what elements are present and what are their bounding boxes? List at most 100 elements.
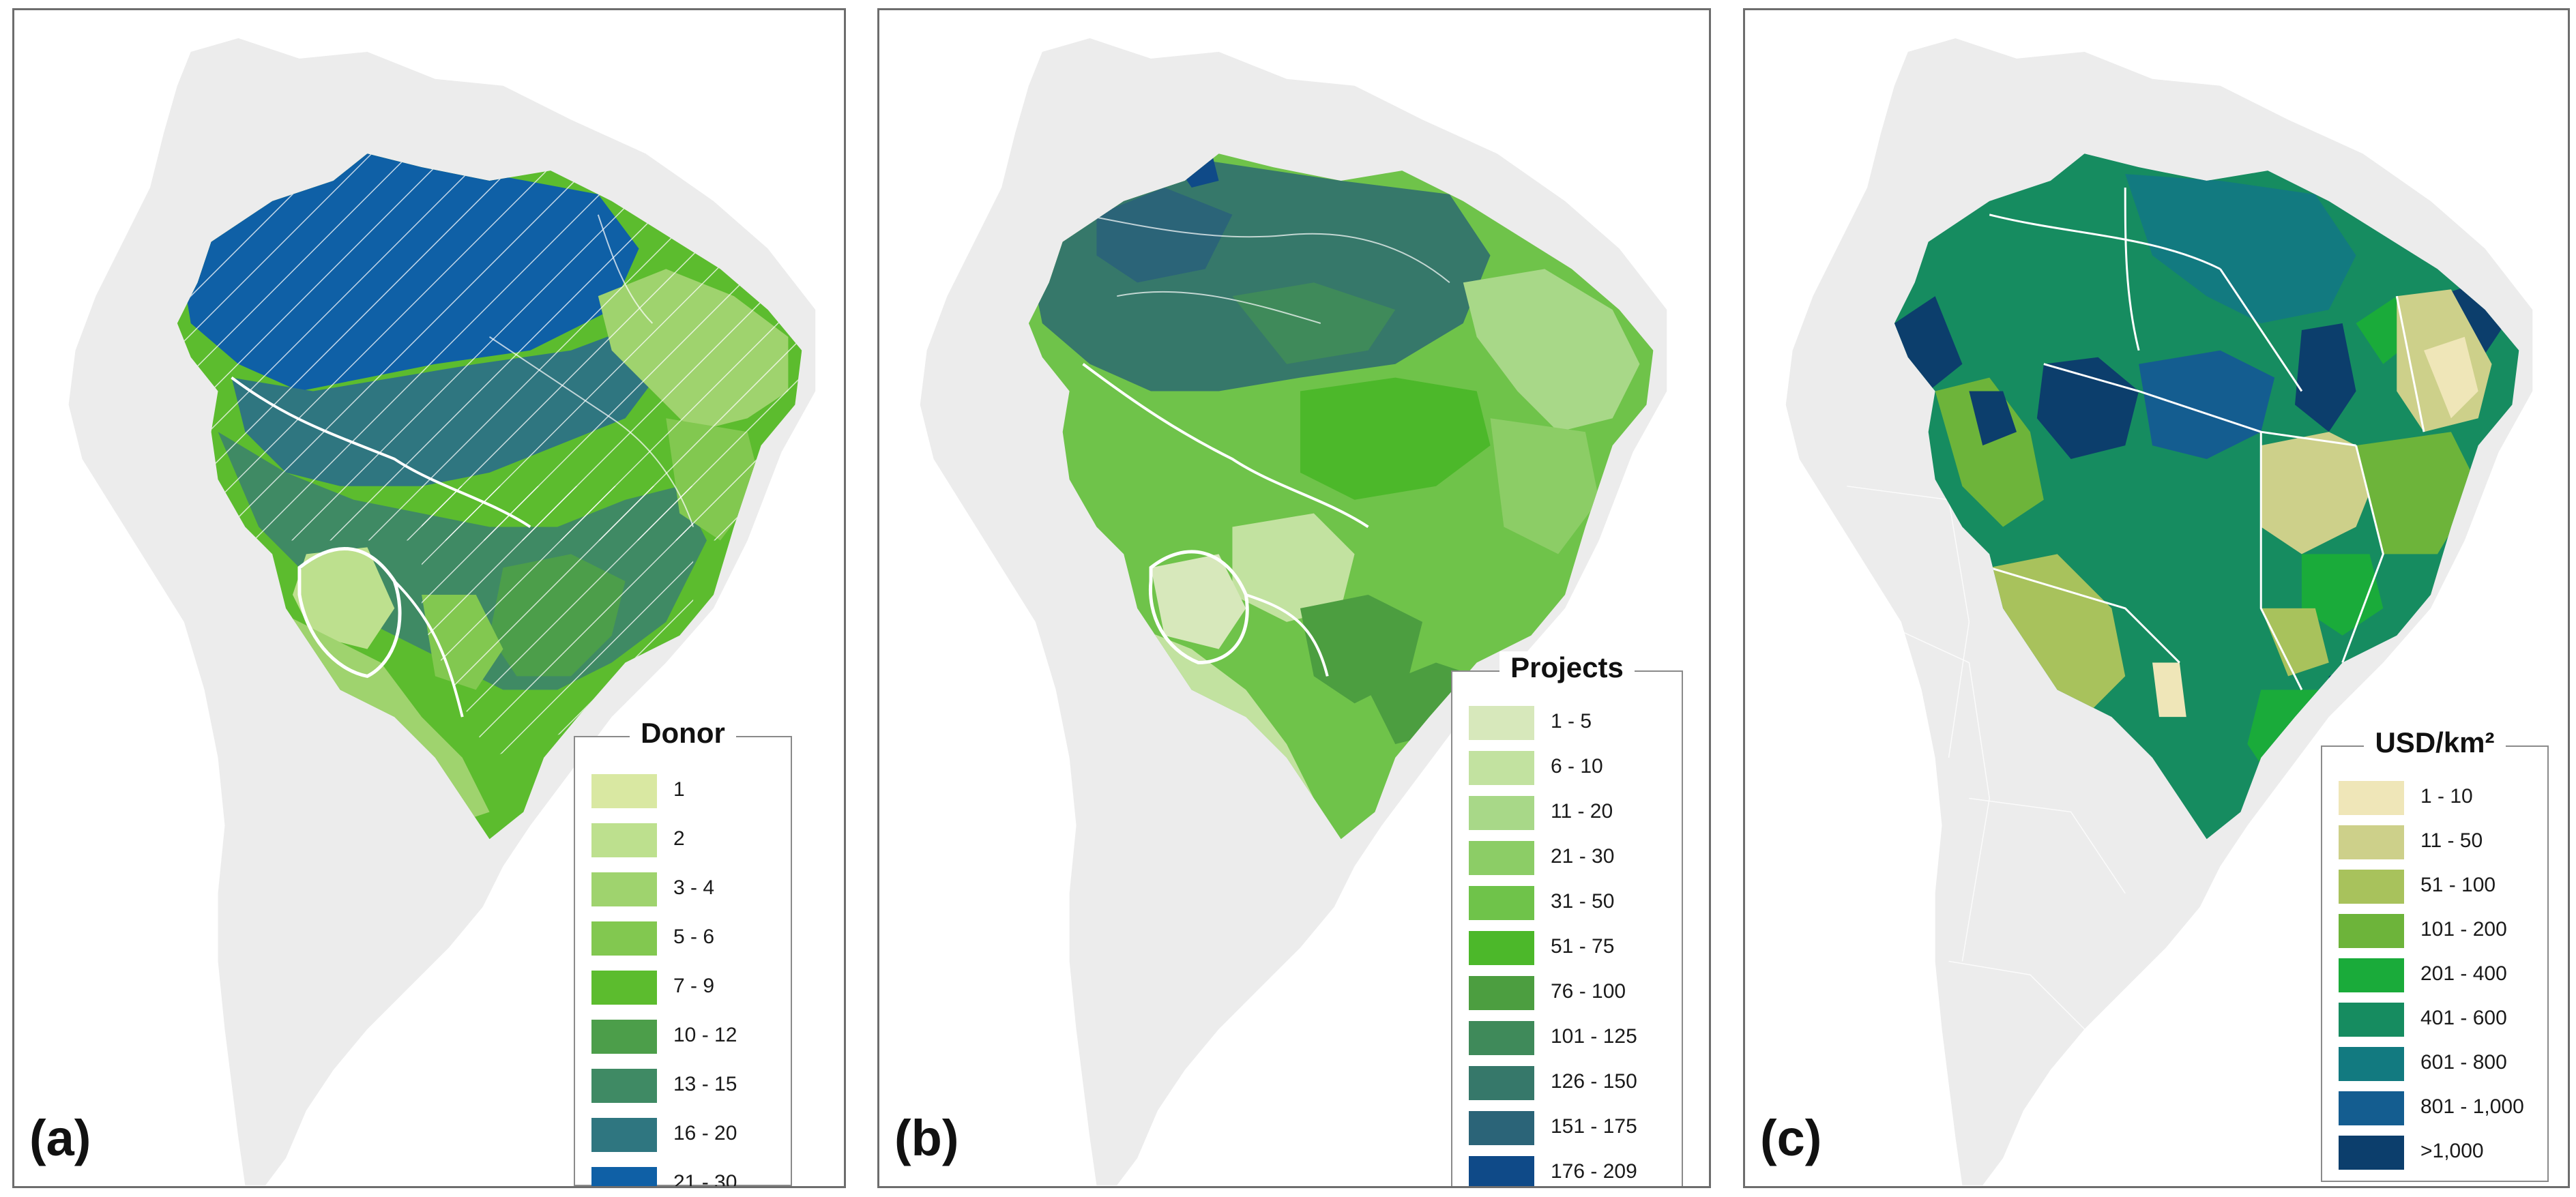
legend-swatch xyxy=(2339,1091,2404,1125)
legend-item: 51 - 100 xyxy=(2339,870,2564,904)
legend-range-label: 1 - 10 xyxy=(2420,785,2473,808)
legend-item: 11 - 50 xyxy=(2339,825,2564,859)
legend-swatch xyxy=(2339,1047,2404,1081)
legend-range-label: 76 - 100 xyxy=(1551,980,1626,1003)
legend-swatch xyxy=(1469,706,1534,740)
legend-range-label: 176 - 209 xyxy=(1551,1160,1637,1183)
legend-item: 176 - 209 xyxy=(1469,1156,1698,1186)
legend-item: 10 - 12 xyxy=(591,1020,807,1054)
legend-item: 101 - 125 xyxy=(1469,1021,1698,1055)
legend-swatch xyxy=(2339,781,2404,815)
legend-usd-per-km2: USD/km² 1 - 10 11 - 50 51 - 100 101 - 200 20… xyxy=(2321,726,2549,1182)
legend-item: 51 - 75 xyxy=(1469,931,1698,965)
legend-range-label: 1 xyxy=(673,778,685,801)
legend-swatch xyxy=(1469,886,1534,920)
legend-range-label: 21 - 30 xyxy=(673,1171,737,1188)
legend-swatch xyxy=(2339,1003,2404,1037)
legend-item: 11 - 20 xyxy=(1469,796,1698,830)
legend-item: 1 - 10 xyxy=(2339,781,2564,815)
legend-range-label: 10 - 12 xyxy=(673,1024,737,1046)
legend-item: 21 - 30 xyxy=(1469,841,1698,875)
legend-range-label: 1 - 5 xyxy=(1551,710,1592,733)
legend-range-label: 6 - 10 xyxy=(1551,755,1603,778)
legend-swatch xyxy=(1469,931,1534,965)
legend-swatch xyxy=(591,1069,657,1103)
legend-swatch xyxy=(1469,841,1534,875)
legend-item: 16 - 20 xyxy=(591,1118,807,1152)
legend-range-label: 5 - 6 xyxy=(673,926,715,948)
map-panel-usd: (c) USD/km² 1 - 10 11 - 50 51 - 100 101 - 2… xyxy=(1743,8,2570,1188)
legend-range-label: 51 - 100 xyxy=(2420,874,2496,896)
legend-title-donor: Donor xyxy=(630,717,736,750)
legend-swatch xyxy=(591,921,657,956)
legend-item: 1 - 5 xyxy=(1469,706,1698,740)
legend-item: 126 - 150 xyxy=(1469,1066,1698,1100)
legend-swatch xyxy=(1469,1021,1534,1055)
legend-swatch xyxy=(2339,914,2404,948)
legend-swatch xyxy=(1469,1066,1534,1100)
legend-range-label: 101 - 200 xyxy=(2420,918,2507,941)
legend-range-label: 801 - 1,000 xyxy=(2420,1095,2524,1118)
legend-range-label: 13 - 15 xyxy=(673,1073,737,1095)
legend-swatch xyxy=(591,823,657,857)
legend-range-label: 11 - 50 xyxy=(2420,829,2483,852)
legend-swatch xyxy=(591,1167,657,1186)
map-projects xyxy=(920,38,1667,1185)
legend-item: >1,000 xyxy=(2339,1136,2564,1170)
legend-range-label: 31 - 50 xyxy=(1551,890,1615,913)
legend-swatch xyxy=(2339,825,2404,859)
legend-item: 101 - 200 xyxy=(2339,914,2564,948)
panel-label-a: (a) xyxy=(29,1110,91,1166)
legend-range-label: 11 - 20 xyxy=(1551,800,1613,823)
legend-swatch xyxy=(591,872,657,906)
legend-item: 6 - 10 xyxy=(1469,751,1698,785)
legend-range-label: >1,000 xyxy=(2420,1140,2484,1162)
legend-swatch xyxy=(2339,870,2404,904)
legend-title-projects: Projects xyxy=(1499,651,1635,684)
map-panel-projects: (b) Projects 1 - 5 6 - 10 11 - 20 21 - 30 31… xyxy=(877,8,1711,1188)
legend-item: 7 - 9 xyxy=(591,971,807,1005)
legend-range-label: 126 - 150 xyxy=(1551,1070,1637,1093)
legend-item: 21 - 30 xyxy=(591,1167,807,1188)
legend-range-label: 601 - 800 xyxy=(2420,1051,2507,1074)
legend-swatch xyxy=(1469,796,1534,830)
legend-swatch xyxy=(591,774,657,808)
legend-swatch xyxy=(591,1118,657,1152)
legend-swatch xyxy=(591,971,657,1005)
legend-item: 201 - 400 xyxy=(2339,958,2564,992)
legend-swatch xyxy=(591,1020,657,1054)
legend-item: 13 - 15 xyxy=(591,1069,807,1103)
legend-swatch xyxy=(1469,751,1534,785)
legend-swatch xyxy=(1469,1156,1534,1186)
legend-item: 1 xyxy=(591,774,807,808)
legend-range-label: 51 - 75 xyxy=(1551,935,1615,958)
legend-range-label: 101 - 125 xyxy=(1551,1025,1637,1048)
legend-range-label: 3 - 4 xyxy=(673,876,715,899)
legend-donor: Donor 1 2 3 - 4 5 - 6 7 - 9 10 - 12 13 - 15 16 … xyxy=(574,717,792,1186)
panel-label-b: (b) xyxy=(894,1110,959,1166)
legend-swatch xyxy=(2339,958,2404,992)
panel-label-c: (c) xyxy=(1760,1110,1822,1166)
map-donor xyxy=(68,38,816,1185)
legend-range-label: 21 - 30 xyxy=(1551,845,1615,868)
legend-item: 801 - 1,000 xyxy=(2339,1091,2564,1125)
map-panel-donor: (a) Donor 1 2 3 - 4 5 - 6 7 - 9 10 - 12 13 - 1… xyxy=(12,8,846,1188)
legend-swatch xyxy=(1469,1111,1534,1145)
legend-range-label: 2 xyxy=(673,827,685,850)
legend-range-label: 201 - 400 xyxy=(2420,962,2507,985)
legend-projects: Projects 1 - 5 6 - 10 11 - 20 21 - 30 31 - 5… xyxy=(1451,651,1683,1186)
legend-item: 5 - 6 xyxy=(591,921,807,956)
legend-item: 2 xyxy=(591,823,807,857)
legend-range-label: 401 - 600 xyxy=(2420,1007,2507,1029)
legend-item: 76 - 100 xyxy=(1469,976,1698,1010)
legend-range-label: 7 - 9 xyxy=(673,975,715,997)
legend-item: 401 - 600 xyxy=(2339,1003,2564,1037)
legend-item: 3 - 4 xyxy=(591,872,807,906)
legend-range-label: 16 - 20 xyxy=(673,1122,737,1144)
legend-item: 31 - 50 xyxy=(1469,886,1698,920)
legend-swatch xyxy=(1469,976,1534,1010)
legend-title-usd: USD/km² xyxy=(2364,726,2506,759)
legend-item: 151 - 175 xyxy=(1469,1111,1698,1145)
map-usd-per-km2 xyxy=(1785,38,2533,1185)
legend-swatch xyxy=(2339,1136,2404,1170)
